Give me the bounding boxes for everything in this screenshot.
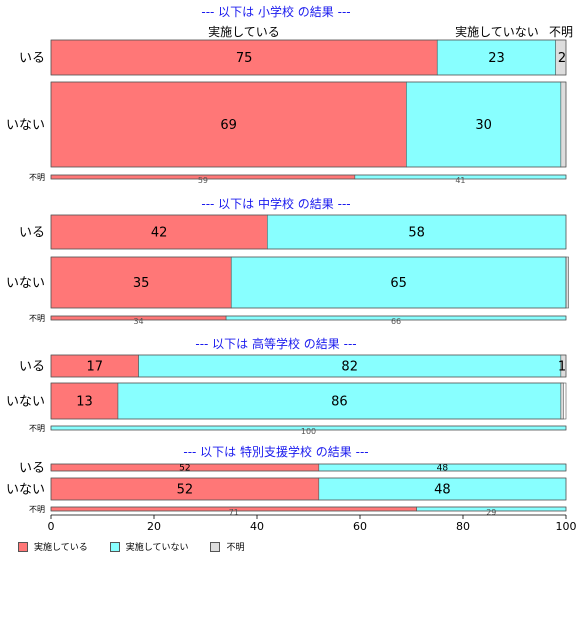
bar-outline <box>50 81 567 168</box>
bar-segment <box>560 382 564 420</box>
data-label: 35 <box>133 276 150 291</box>
data-label: 69 <box>220 118 237 133</box>
data-label: 17 <box>87 360 104 375</box>
data-label: 42 <box>151 226 168 241</box>
row-label: 不明 <box>29 505 45 514</box>
row-label: いる <box>19 360 45 375</box>
bar-outline <box>50 256 567 309</box>
data-label: 29 <box>486 508 496 517</box>
bar-outline <box>50 214 567 250</box>
bar-segment <box>50 382 119 420</box>
row-label: いない <box>6 276 45 291</box>
row-label: いない <box>6 483 45 498</box>
x-tick-label: 20 <box>147 520 161 533</box>
legend-label-not-implemented: 実施していない <box>125 543 189 553</box>
data-label: 75 <box>236 51 253 66</box>
bar-segment <box>406 81 562 168</box>
data-label: 1 <box>558 360 566 375</box>
row-label: いる <box>19 51 45 66</box>
data-label: 65 <box>390 276 407 291</box>
data-label: 34 <box>133 317 143 326</box>
row-label: 不明 <box>29 424 45 433</box>
row-label: いない <box>6 395 45 410</box>
bar-segment <box>565 256 569 309</box>
row-label: いる <box>19 226 45 241</box>
legend: 実施している 実施していない 不明 <box>18 540 244 553</box>
bar-segment <box>50 214 268 250</box>
bar-outline <box>50 174 567 180</box>
bar-outline <box>50 382 567 420</box>
data-label: 2 <box>558 51 566 66</box>
data-label: 13 <box>76 395 93 410</box>
panel-title: --- 以下は 特別支援学校 の結果 --- <box>183 444 368 459</box>
x-tick-label: 100 <box>556 520 577 533</box>
data-label: 52 <box>179 464 190 474</box>
bar-outline <box>50 425 567 431</box>
bar-segment <box>117 382 562 420</box>
legend-swatch-implemented <box>18 541 28 552</box>
data-label: 30 <box>475 118 492 133</box>
data-label: 41 <box>455 176 465 185</box>
row-label: 不明 <box>29 173 45 182</box>
bar-segment <box>50 256 232 309</box>
x-tick-label: 40 <box>250 520 264 533</box>
data-label: 66 <box>391 317 401 326</box>
column-header-label: 実施していない <box>455 24 539 39</box>
x-tick-label: 60 <box>353 520 367 533</box>
legend-label-implemented: 実施している <box>34 543 88 553</box>
bar-segment <box>230 256 567 309</box>
row-label: いる <box>19 461 45 476</box>
data-label: 86 <box>331 395 348 410</box>
bar-segment <box>436 39 556 76</box>
bar-segment <box>560 81 567 168</box>
data-label: 82 <box>341 360 358 375</box>
data-label: 71 <box>229 508 239 517</box>
bar-outline <box>50 506 567 512</box>
legend-swatch-not-implemented <box>109 541 120 552</box>
legend-item-not-implemented: 実施していない <box>109 540 189 553</box>
data-label: 59 <box>198 176 208 185</box>
legend-swatch-unknown <box>210 541 221 552</box>
bar-outline <box>50 39 567 76</box>
row-label: 不明 <box>29 314 45 323</box>
data-label: 48 <box>434 483 451 498</box>
data-label: 100 <box>301 427 316 436</box>
bar-outline <box>50 354 567 378</box>
bar-outline <box>50 463 567 472</box>
data-label: 48 <box>437 464 449 474</box>
legend-label-unknown: 不明 <box>226 543 245 553</box>
column-header-label: 不明 <box>549 25 573 39</box>
panel-title: --- 以下は 小学校 の結果 --- <box>201 4 350 19</box>
data-label: 58 <box>408 226 425 241</box>
bar-outline <box>50 477 567 501</box>
panel-title: --- 以下は 高等学校 の結果 --- <box>195 336 356 351</box>
bar-segment <box>266 214 567 250</box>
x-tick-label: 0 <box>48 520 55 533</box>
bar-outline <box>50 315 567 321</box>
legend-item-unknown: 不明 <box>210 540 244 553</box>
legend-item-implemented: 実施している <box>18 540 88 553</box>
panel-title: --- 以下は 中学校 の結果 --- <box>201 196 350 211</box>
column-header-label: 実施している <box>208 24 280 39</box>
data-label: 52 <box>177 483 194 498</box>
row-label: いない <box>6 118 45 133</box>
data-label: 23 <box>488 51 505 66</box>
x-tick-label: 80 <box>456 520 470 533</box>
